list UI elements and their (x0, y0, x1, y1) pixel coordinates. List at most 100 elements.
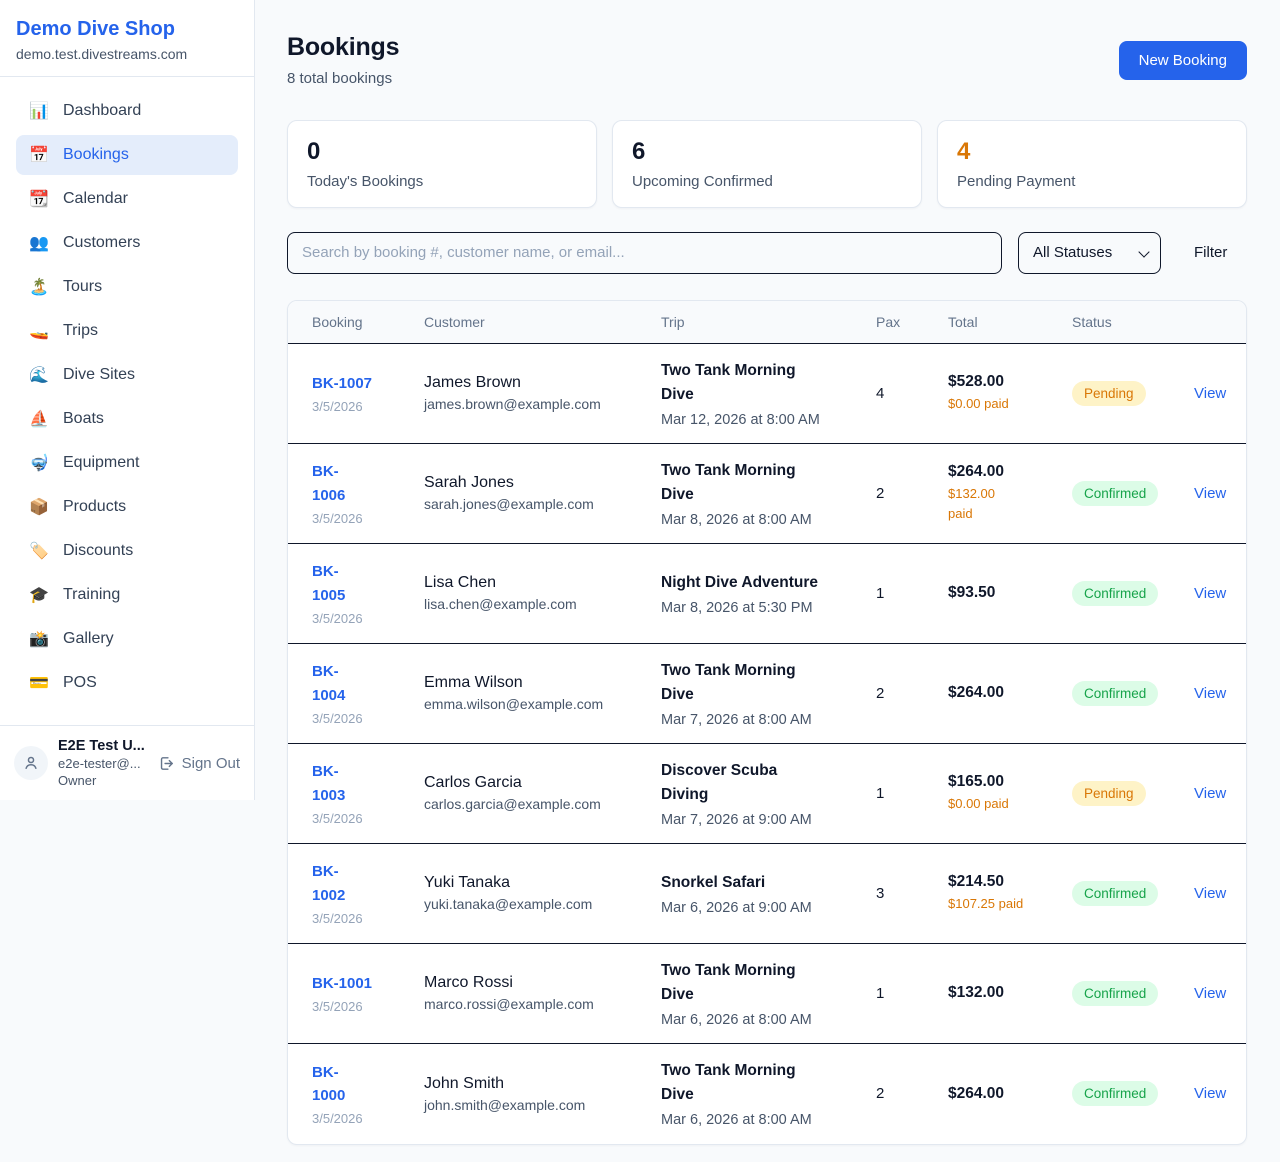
stats-row: 0 Today's Bookings 6 Upcoming Confirmed 4 Pen… (287, 120, 1247, 208)
trip-name: Two Tank Morning Dive (661, 461, 796, 503)
tours-icon: 🏝️ (29, 279, 49, 296)
status-cell: Pending (1072, 380, 1194, 406)
view-link[interactable]: View (1194, 684, 1227, 702)
view-link[interactable]: View (1194, 984, 1227, 1002)
booking-id-link[interactable]: BK- 1004 (312, 663, 346, 704)
table-row: BK-1001 3/5/2026 Marco Rossi marco.rossi… (288, 944, 1246, 1044)
trip-name: Two Tank Morning Dive (661, 1062, 796, 1104)
brand-title: Demo Dive Shop (16, 18, 175, 40)
view-link[interactable]: View (1194, 1085, 1227, 1103)
new-booking-button[interactable]: New Booking (1118, 41, 1247, 80)
status-badge: Confirmed (1072, 680, 1159, 706)
sidebar-item-trips[interactable]: 🚤 Trips (16, 311, 238, 351)
trip-datetime: Mar 6, 2026 at 8:00 AM (661, 1011, 812, 1028)
stat-value: 0 (307, 138, 321, 165)
sidebar-item-label: Calendar (63, 190, 128, 207)
trip-datetime: Mar 7, 2026 at 8:00 AM (661, 711, 812, 728)
sidebar-item-training[interactable]: 🎓 Training (16, 575, 238, 615)
trip-datetime: Mar 6, 2026 at 8:00 AM (661, 1112, 812, 1129)
pax-count: 2 (876, 1085, 885, 1103)
sidebar-item-discounts[interactable]: 🏷️ Discounts (16, 531, 238, 571)
booking-date: 3/5/2026 (312, 399, 363, 415)
customer-name: Yuki Tanaka (424, 874, 510, 892)
dashboard-icon: 📊 (29, 103, 49, 120)
customer-name: Sarah Jones (424, 474, 514, 492)
status-cell: Confirmed (1072, 680, 1194, 706)
column-header-pax: Pax (876, 313, 901, 330)
customer-cell: Marco Rossi marco.rossi@example.com (424, 974, 661, 1012)
view-link[interactable]: View (1194, 784, 1227, 802)
sign-out-button[interactable]: Sign Out (158, 755, 240, 772)
booking-date: 3/5/2026 (312, 510, 363, 526)
sidebar-item-dive-sites[interactable]: 🌊 Dive Sites (16, 355, 238, 395)
view-link[interactable]: View (1194, 484, 1227, 502)
total-cell: $264.00 (948, 1085, 1072, 1103)
customer-name: James Brown (424, 374, 521, 392)
sidebar-item-pos[interactable]: 💳 POS (16, 663, 238, 703)
stat-card-today-s-bookings: 0 Today's Bookings (287, 120, 597, 208)
booking-date: 3/5/2026 (312, 810, 363, 826)
sidebar-item-customers[interactable]: 👥 Customers (16, 223, 238, 263)
booking-cell: BK- 1005 3/5/2026 (312, 560, 424, 626)
gallery-icon: 📸 (29, 631, 49, 648)
booking-id-link[interactable]: BK- 1000 (312, 1063, 346, 1105)
booking-cell: BK- 1004 3/5/2026 (312, 660, 424, 726)
sidebar-item-label: Trips (63, 322, 98, 339)
customer-cell: Sarah Jones sarah.jones@example.com (424, 474, 661, 512)
user-meta: E2E Test U... e2e-tester@... Owner (58, 738, 158, 788)
trip-name: Two Tank Morning Dive (661, 961, 796, 1003)
trips-icon: 🚤 (29, 323, 49, 340)
view-link[interactable]: View (1194, 384, 1227, 402)
view-link[interactable]: View (1194, 884, 1227, 902)
booking-id-link[interactable]: BK-1007 (312, 374, 373, 392)
customer-cell: John Smith john.smith@example.com (424, 1075, 661, 1113)
booking-id-link[interactable]: BK- 1006 (312, 463, 346, 504)
booking-cell: BK- 1006 3/5/2026 (312, 460, 424, 526)
filter-button[interactable]: Filter (1194, 244, 1228, 262)
sidebar-item-equipment[interactable]: 🤿 Equipment (16, 443, 238, 483)
total-cell: $528.00 $0.00 paid (948, 373, 1072, 414)
trip-cell: Two Tank Morning Dive Mar 8, 2026 at 8:0… (661, 459, 876, 528)
sidebar-item-gallery[interactable]: 📸 Gallery (16, 619, 238, 659)
total-cell: $93.50 (948, 584, 1072, 602)
table-row: BK- 1003 3/5/2026 Carlos Garcia carlos.g… (288, 744, 1246, 844)
customer-email: james.brown@example.com (424, 396, 601, 413)
sidebar-user-footer: E2E Test U... e2e-tester@... Owner Sign … (0, 725, 254, 800)
status-badge: Pending (1072, 380, 1146, 406)
paid-amount: $107.25 paid (948, 895, 1024, 911)
sidebar-item-bookings[interactable]: 📅 Bookings (16, 135, 238, 175)
booking-id-link[interactable]: BK- 1002 (312, 863, 346, 904)
customers-icon: 👥 (29, 235, 49, 252)
customer-email: john.smith@example.com (424, 1096, 586, 1113)
status-cell: Confirmed (1072, 1081, 1194, 1107)
status-filter-select[interactable]: All Statuses (1018, 231, 1161, 274)
view-link[interactable]: View (1194, 584, 1227, 602)
booking-id-link[interactable]: BK-1001 (312, 974, 373, 992)
stat-label: Upcoming Confirmed (632, 172, 773, 190)
sidebar-item-calendar[interactable]: 📆 Calendar (16, 179, 238, 219)
discounts-icon: 🏷️ (29, 543, 49, 560)
total-amount: $165.00 (948, 772, 1005, 790)
sidebar-item-label: Customers (63, 234, 141, 251)
dive-sites-icon: 🌊 (29, 367, 49, 384)
pos-icon: 💳 (29, 675, 49, 692)
user-role: Owner (58, 773, 97, 788)
sidebar-item-tours[interactable]: 🏝️ Tours (16, 267, 238, 307)
total-amount: $214.50 (948, 872, 1005, 890)
booking-cell: BK- 1000 3/5/2026 (312, 1061, 424, 1127)
sidebar-item-boats[interactable]: ⛵ Boats (16, 399, 238, 439)
search-input[interactable] (287, 231, 1002, 274)
booking-id-link[interactable]: BK- 1005 (312, 563, 346, 604)
sidebar-item-products[interactable]: 📦 Products (16, 487, 238, 527)
total-amount: $93.50 (948, 584, 996, 602)
status-badge: Pending (1072, 780, 1146, 806)
trip-datetime: Mar 7, 2026 at 9:00 AM (661, 811, 812, 828)
total-amount: $528.00 (948, 372, 1005, 390)
sidebar-item-label: Equipment (63, 454, 140, 471)
total-amount: $132.00 (948, 984, 1005, 1002)
status-filter-wrap: All Statuses (1018, 231, 1161, 274)
booking-id-link[interactable]: BK- 1003 (312, 763, 346, 804)
equipment-icon: 🤿 (29, 455, 49, 472)
sidebar-item-dashboard[interactable]: 📊 Dashboard (16, 91, 238, 131)
status-badge: Confirmed (1072, 1081, 1159, 1107)
